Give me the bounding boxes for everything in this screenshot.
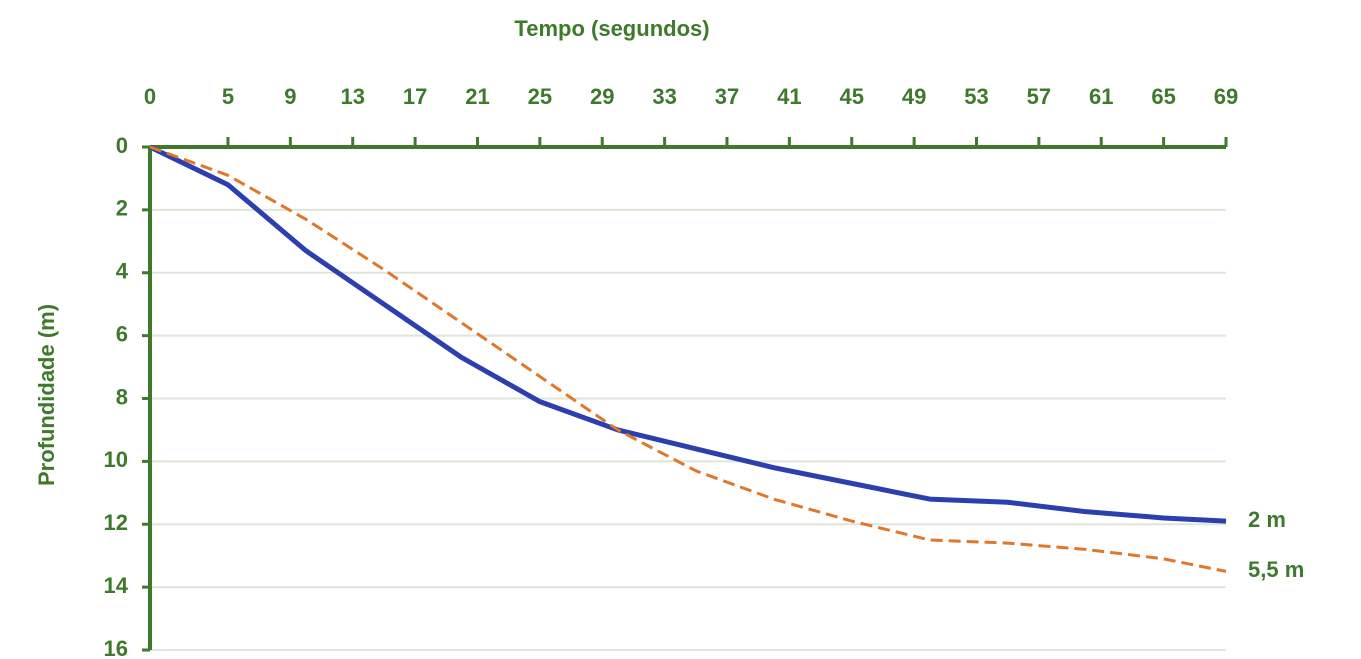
- x-tick-label: 65: [1151, 84, 1175, 109]
- x-tick-label: 33: [652, 84, 676, 109]
- x-axis-title: Tempo (segundos): [514, 16, 709, 41]
- x-tick-label: 0: [144, 84, 156, 109]
- y-tick-label: 2: [116, 196, 128, 221]
- legend-label: 5,5 m: [1248, 557, 1304, 582]
- y-tick-label: 16: [104, 636, 128, 659]
- y-tick-label: 14: [104, 573, 129, 598]
- x-tick-label: 61: [1089, 84, 1113, 109]
- y-tick-label: 4: [116, 259, 129, 284]
- x-tick-label: 5: [222, 84, 234, 109]
- y-axis-title: Profundidade (m): [34, 304, 59, 486]
- x-tick-label: 69: [1214, 84, 1238, 109]
- x-tick-label: 17: [403, 84, 427, 109]
- legend-label: 2 m: [1248, 507, 1286, 532]
- y-tick-label: 12: [104, 510, 128, 535]
- y-tick-label: 6: [116, 321, 128, 346]
- x-tick-label: 29: [590, 84, 614, 109]
- x-tick-label: 57: [1027, 84, 1051, 109]
- x-tick-label: 25: [528, 84, 552, 109]
- x-tick-label: 37: [715, 84, 739, 109]
- x-tick-label: 53: [964, 84, 988, 109]
- series-line: [149, 145, 1227, 573]
- x-tick-label: 9: [284, 84, 296, 109]
- y-tick-label: 0: [116, 133, 128, 158]
- y-tick-label: 8: [116, 384, 128, 409]
- x-tick-label: 49: [902, 84, 926, 109]
- x-tick-label: 41: [777, 84, 801, 109]
- x-tick-label: 13: [340, 84, 364, 109]
- x-tick-label: 21: [465, 84, 489, 109]
- y-tick-label: 10: [104, 447, 128, 472]
- x-tick-label: 45: [839, 84, 863, 109]
- series-line: [148, 144, 1227, 524]
